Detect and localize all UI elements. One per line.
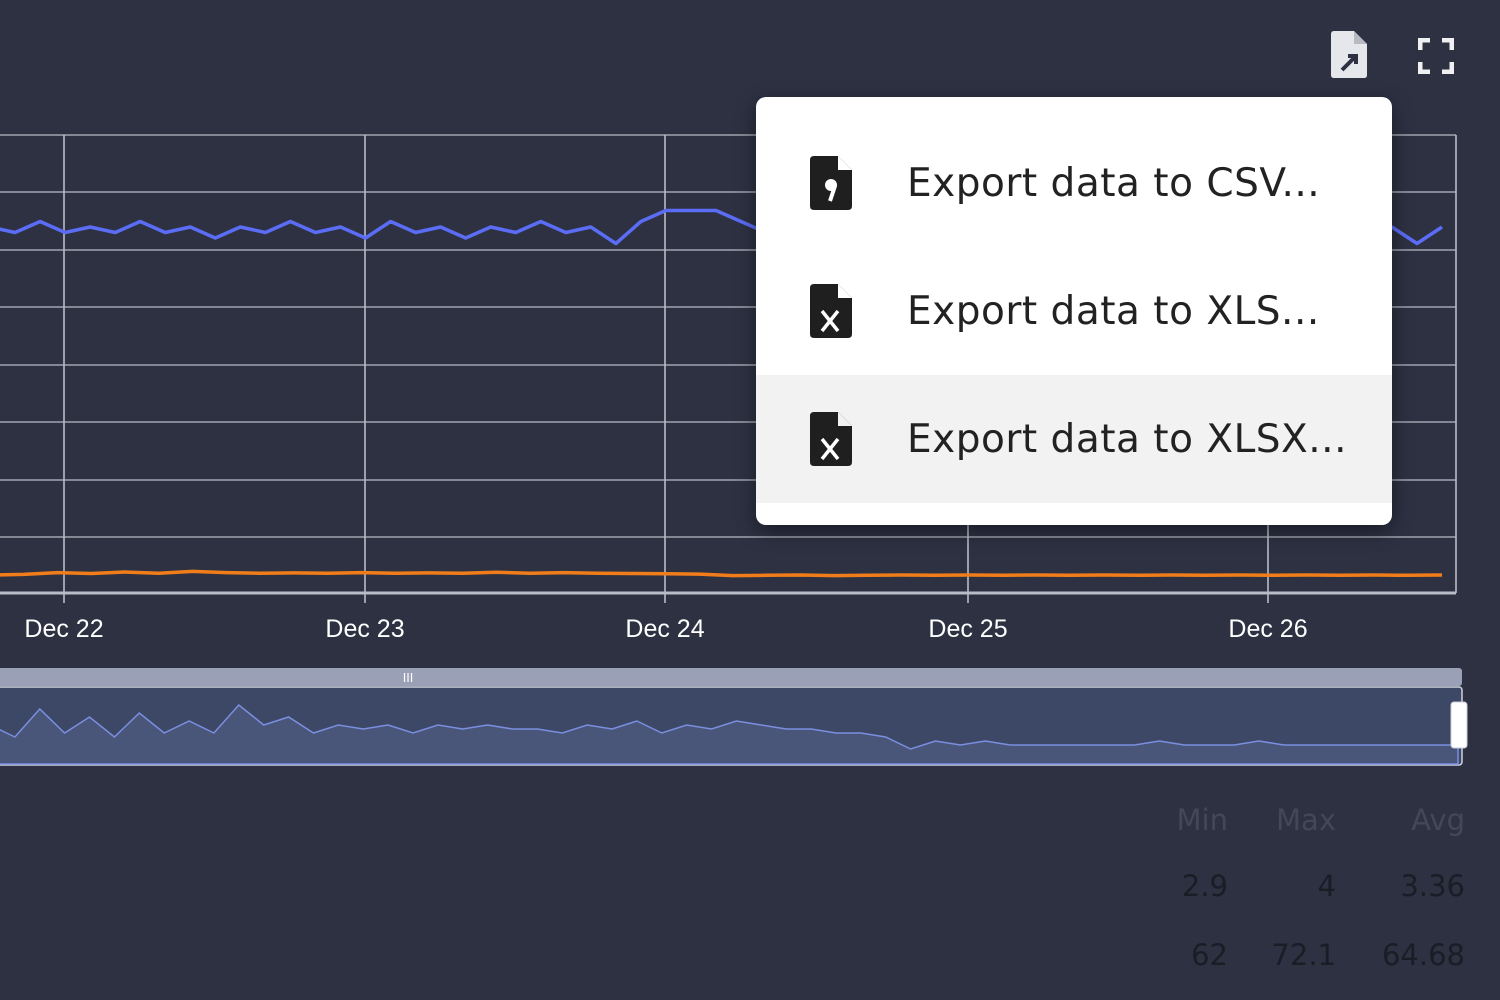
stat-header-max: Max: [1276, 803, 1336, 837]
x-tick-label: Dec 22: [24, 615, 103, 643]
x-tick-label: Dec 23: [325, 615, 404, 643]
stat-row2-min: 62: [1191, 938, 1228, 972]
stat-row1-avg: 3.36: [1400, 869, 1465, 903]
navigator-area: [0, 703, 1459, 765]
export-xls-item[interactable]: Export data to XLS...: [756, 247, 1392, 375]
xlsx-file-icon: [808, 411, 854, 467]
stat-header-min: Min: [1176, 803, 1228, 837]
fullscreen-icon[interactable]: [1417, 37, 1455, 75]
export-xlsx-label: Export data to XLSX...: [907, 416, 1347, 462]
navigator-scrollbar: [0, 668, 1462, 686]
series-line-orange: [0, 569, 1443, 578]
stat-row1-min: 2.9: [1181, 869, 1228, 903]
export-csv-label: Export data to CSV...: [907, 160, 1321, 206]
stat-row2-max: 72.1: [1271, 938, 1336, 972]
export-file-icon[interactable]: [1328, 30, 1370, 80]
export-csv-item[interactable]: Export data to CSV...: [756, 119, 1392, 247]
stat-row1-max: 4: [1317, 869, 1336, 903]
navigator-grip: III: [403, 671, 414, 685]
export-xls-label: Export data to XLS...: [907, 288, 1320, 334]
x-axis: Dec 22 Dec 23 Dec 24 Dec 25 Dec 26: [24, 615, 1307, 643]
stat-row2-avg: 64.68: [1381, 938, 1465, 972]
export-xlsx-item[interactable]: Export data to XLSX...: [756, 375, 1392, 503]
range-navigator[interactable]: III: [0, 668, 1468, 766]
x-tick-label: Dec 26: [1228, 615, 1307, 643]
x-tick-label: Dec 24: [625, 615, 704, 643]
stat-header-avg: Avg: [1411, 803, 1465, 837]
export-menu: Export data to CSV... Export data to XLS…: [756, 97, 1392, 525]
xls-file-icon: [808, 283, 854, 339]
csv-file-icon: [808, 155, 854, 211]
navigator-handle-right: [1450, 701, 1468, 749]
x-tick-label: Dec 25: [928, 615, 1007, 643]
